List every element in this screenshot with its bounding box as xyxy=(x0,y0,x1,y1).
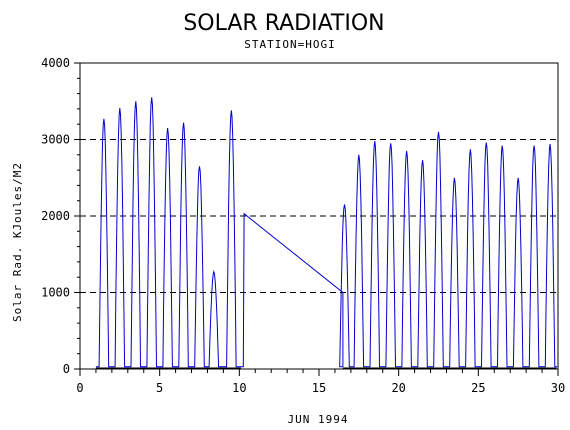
y-tick-label-1000: 1000 xyxy=(41,286,70,300)
plot-frame xyxy=(79,62,559,370)
x-tick-label-10: 10 xyxy=(232,381,246,395)
y-tick-label-4000: 4000 xyxy=(41,56,70,70)
y-axis-label: Solar Rad. KJoules/M2 xyxy=(11,162,24,322)
x-axis-ticks: 0 5 10 15 20 25 30 xyxy=(76,369,565,395)
y-tick-label-0: 0 xyxy=(63,362,70,376)
chart-title: SOLAR RADIATION xyxy=(183,11,384,36)
x-tick-label-30: 30 xyxy=(551,381,565,395)
y-tick-label-3000: 3000 xyxy=(41,133,70,147)
x-tick-label-5: 5 xyxy=(156,381,163,395)
series-line-solar-radiation xyxy=(95,97,558,368)
x-tick-label-20: 20 xyxy=(391,381,405,395)
x-tick-label-25: 25 xyxy=(471,381,485,395)
chart-subtitle: STATION=HOGI xyxy=(244,38,335,51)
x-axis-label: JUN 1994 xyxy=(288,413,349,426)
y-tick-label-2000: 2000 xyxy=(41,209,70,223)
x-tick-label-0: 0 xyxy=(76,381,83,395)
x-tick-label-15: 15 xyxy=(312,381,326,395)
y-axis-ticks: 0 1000 2000 3000 4000 xyxy=(41,56,80,376)
